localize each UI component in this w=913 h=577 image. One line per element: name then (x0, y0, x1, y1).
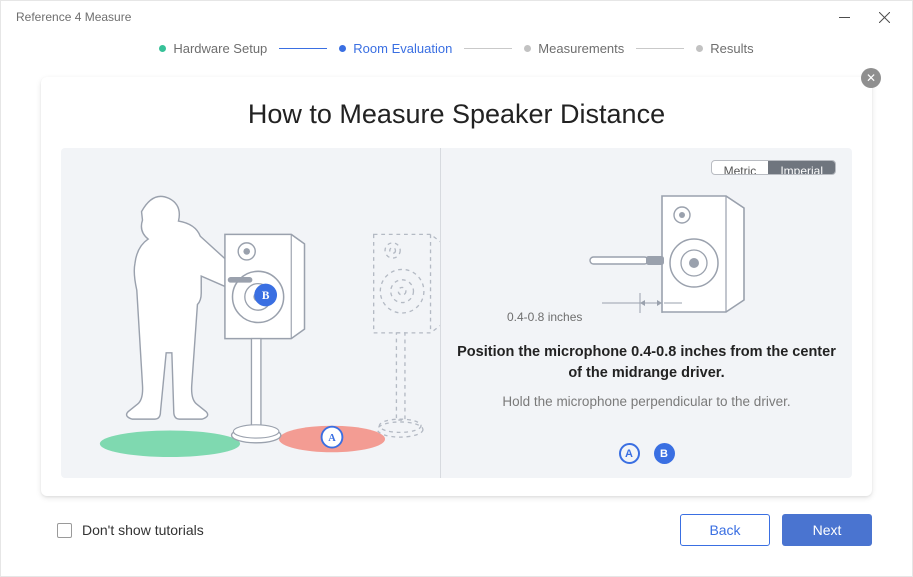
close-icon: ✕ (866, 72, 876, 84)
badge-a-left-icon: A (328, 433, 336, 444)
select-position-a-button[interactable]: A (619, 443, 640, 464)
distance-range-label: 0.4-0.8 inches (507, 310, 582, 324)
dont-show-label: Don't show tutorials (82, 522, 204, 538)
step-measurements[interactable]: Measurements (524, 41, 624, 56)
step-hardware-setup[interactable]: Hardware Setup (159, 41, 267, 56)
step-label: Room Evaluation (353, 41, 452, 56)
checkbox-box-icon (57, 523, 72, 538)
illustration-right: Metric Imperial (440, 148, 852, 478)
tutorial-card: ✕ How to Measure Speaker Distance (41, 77, 872, 496)
back-button[interactable]: Back (680, 514, 770, 546)
close-window-button[interactable] (864, 3, 904, 31)
instruction-main: Position the microphone 0.4-0.8 inches f… (457, 342, 836, 384)
close-card-button[interactable]: ✕ (861, 68, 881, 88)
step-label: Hardware Setup (173, 41, 267, 56)
illustration-left: B A (61, 148, 440, 478)
step-results[interactable]: Results (696, 41, 753, 56)
step-room-evaluation[interactable]: Room Evaluation (339, 41, 452, 56)
minimize-button[interactable] (824, 3, 864, 31)
speaker-closeup-icon (542, 181, 752, 326)
wizard-stepper: Hardware Setup Room Evaluation Measureme… (1, 33, 912, 63)
step-label: Results (710, 41, 753, 56)
next-button[interactable]: Next (782, 514, 872, 546)
unit-metric-button[interactable]: Metric (712, 161, 769, 174)
window-title: Reference 4 Measure (16, 10, 131, 24)
step-label: Measurements (538, 41, 624, 56)
unit-toggle: Metric Imperial (711, 160, 836, 175)
unit-imperial-button[interactable]: Imperial (768, 161, 835, 174)
select-position-b-button[interactable]: B (654, 443, 675, 464)
card-title: How to Measure Speaker Distance (61, 99, 852, 130)
instruction-sub: Hold the microphone perpendicular to the… (502, 394, 790, 409)
badge-b-left-icon: B (262, 290, 270, 302)
dont-show-tutorials-checkbox[interactable]: Don't show tutorials (57, 522, 204, 538)
